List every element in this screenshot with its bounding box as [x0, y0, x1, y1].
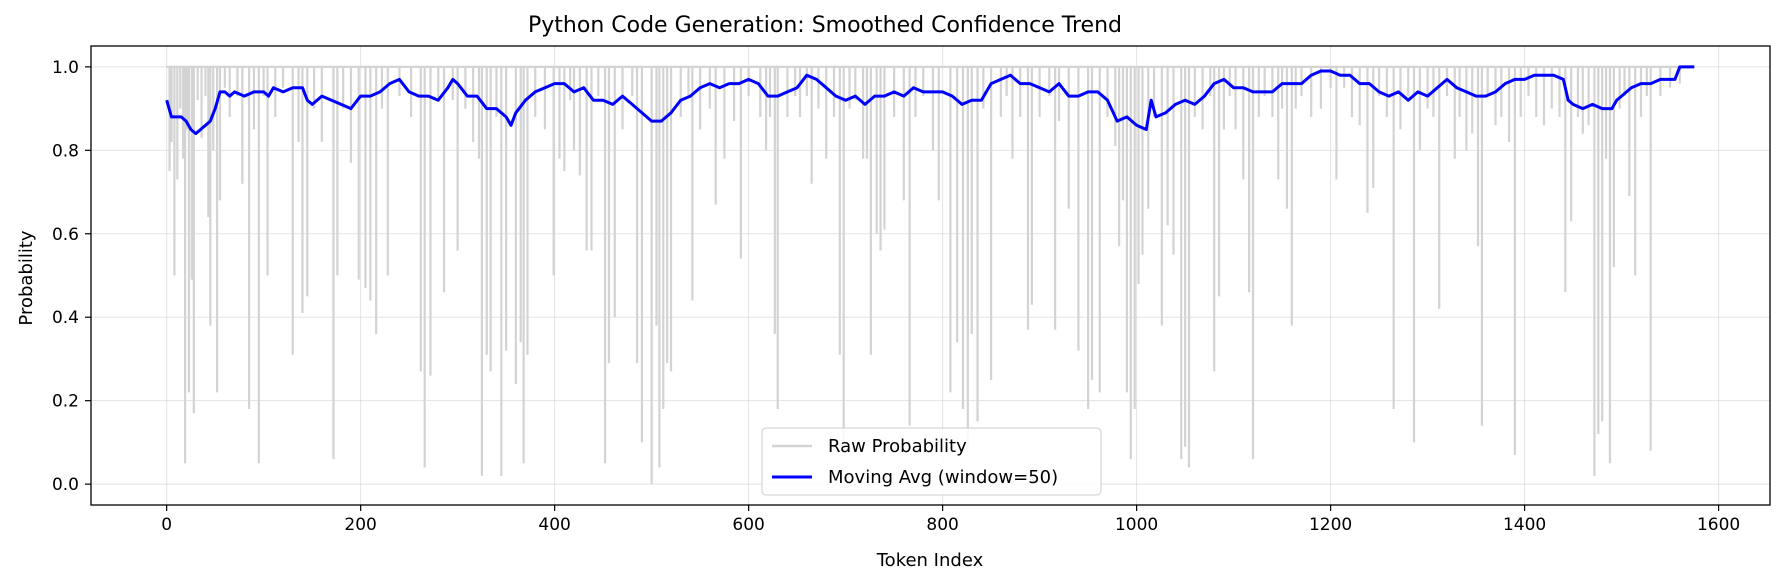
- x-tick-label: 1200: [1309, 515, 1352, 535]
- y-tick-label: 0.4: [52, 308, 79, 328]
- x-tick-label: 0: [161, 515, 172, 535]
- x-tick-label: 600: [732, 515, 764, 535]
- legend-box: [761, 427, 1102, 496]
- moving-average-line: [165, 65, 1695, 136]
- x-axis-ticks: 0 200 400 600 800 1000 1200 1400 1600: [161, 505, 1740, 535]
- legend: Raw Probability Moving Avg (window=50): [761, 427, 1102, 496]
- plot-frame: [90, 45, 1771, 506]
- x-tick-label: 800: [926, 515, 958, 535]
- y-tick-label: 0.6: [52, 225, 79, 245]
- y-tick-label: 1.0: [52, 58, 79, 78]
- x-tick-label: 1600: [1697, 515, 1740, 535]
- x-tick-label: 1000: [1115, 515, 1158, 535]
- legend-ma-label: Moving Avg (window=50): [828, 467, 1058, 488]
- y-tick-label: 0.2: [52, 392, 79, 412]
- y-axis-label: Probability: [16, 230, 37, 325]
- y-tick-label: 0.8: [52, 141, 79, 161]
- x-axis-label: Token Index: [876, 550, 984, 571]
- x-tick-label: 200: [344, 515, 376, 535]
- x-tick-label: 400: [538, 515, 570, 535]
- x-tick-label: 1400: [1503, 515, 1546, 535]
- chart-title: Python Code Generation: Smoothed Confide…: [528, 13, 1122, 38]
- y-tick-label: 0.0: [52, 475, 79, 495]
- y-axis-ticks: 0.0 0.2 0.4 0.6 0.8 1.0: [52, 58, 91, 495]
- legend-raw-label: Raw Probability: [828, 436, 967, 457]
